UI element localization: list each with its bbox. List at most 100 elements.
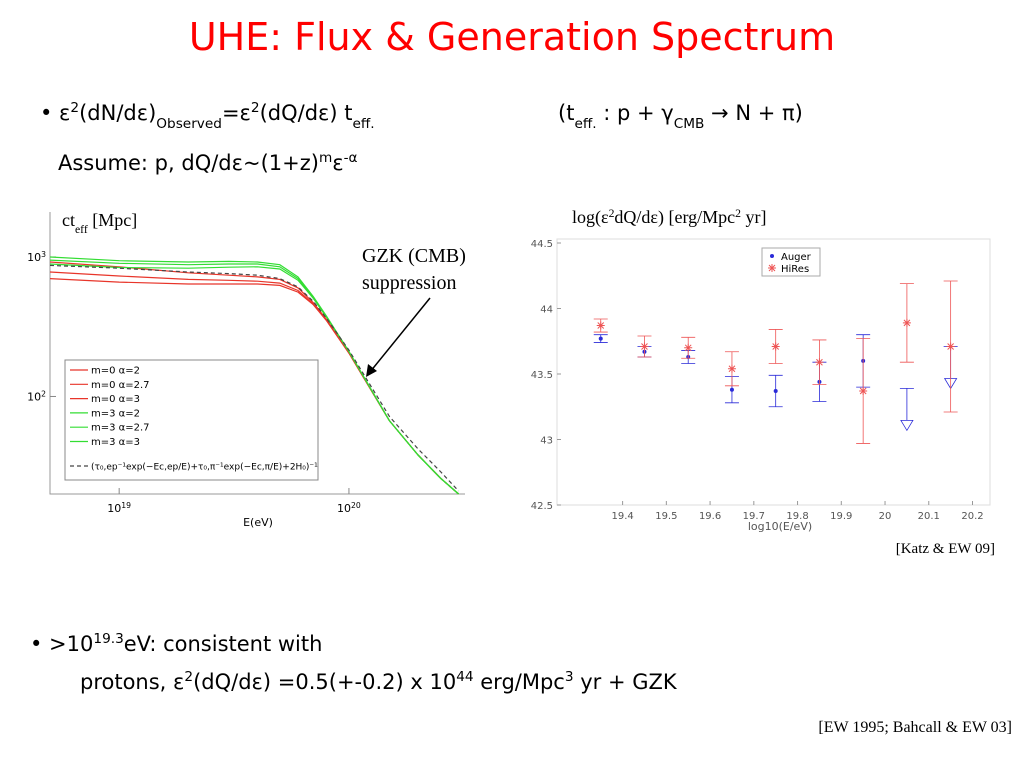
data-point	[729, 387, 734, 392]
x-tick-label: 19.5	[655, 511, 677, 522]
legend-swatch	[770, 254, 774, 258]
legend-label: Auger	[781, 252, 812, 263]
superscript: 44	[456, 669, 473, 685]
text-line: protons, ε2(dQ/dε) =0.5(+-0.2) x 1044 er…	[80, 669, 678, 694]
legend-label: m=0 α=2	[91, 366, 140, 377]
x-tick-label: 19.7	[743, 511, 765, 522]
superscript: 19.3	[93, 631, 123, 647]
text-segment: → N + π)	[704, 101, 802, 125]
text-segment: (t	[558, 101, 574, 125]
data-point	[684, 343, 693, 352]
tick-label-base: 10	[27, 251, 41, 264]
legend-label: m=3 α=2	[91, 408, 140, 419]
superscript: m	[319, 150, 332, 166]
superscript: 2	[184, 669, 193, 685]
text-segment: =ε	[222, 101, 251, 125]
text-segment: : p + γ	[597, 101, 674, 125]
upper-limit	[899, 388, 914, 432]
legend-label: HiRes	[781, 264, 809, 275]
y-tick-label: 43	[540, 436, 553, 447]
subscript: CMB	[674, 116, 705, 132]
text-line: • >1019.3eV: consistent with	[30, 631, 322, 656]
legend-label: m=0 α=3	[91, 394, 140, 405]
legend-label: (τ₀,ep⁻¹exp(−Ec,ep/E)+τ₀,π⁻¹exp(−Ec,π/E)…	[91, 463, 318, 473]
superscript: 3	[565, 669, 574, 685]
arrow-head	[366, 364, 377, 377]
caption: [Katz & EW 09]	[896, 541, 995, 557]
data-point	[902, 318, 911, 327]
y-tick-label: 43.5	[531, 370, 553, 381]
data-point	[946, 342, 955, 351]
tick-label-exp: 20	[351, 501, 361, 510]
text-segment: protons, ε	[80, 670, 184, 694]
text-segment: (dN/dε)	[79, 101, 156, 125]
y-tick-label: 42.5	[531, 501, 553, 512]
annotation: suppression	[362, 272, 456, 294]
data-point	[859, 387, 868, 396]
tick-label: 102	[27, 389, 46, 404]
superscript: 2	[70, 100, 79, 116]
legend-label: m=3 α=3	[91, 437, 140, 448]
x-tick-label: 20.1	[918, 511, 940, 522]
text-segment: yr + GZK	[574, 670, 678, 694]
legend-label: m=0 α=2.7	[91, 380, 150, 391]
tick-label-exp: 19	[121, 501, 131, 510]
slide-title: UHE: Flux & Generation Spectrum	[189, 15, 835, 59]
axis	[49, 212, 465, 495]
data-point	[815, 358, 824, 367]
tick-label-base: 10	[337, 502, 351, 515]
tick-label-base: 10	[107, 502, 121, 515]
text-line: Assume: p, dQ/dε~(1+z)mε-α	[58, 150, 358, 175]
series-line	[49, 263, 459, 495]
tick-label-exp: 3	[41, 249, 46, 258]
x-tick-label: 20	[879, 511, 892, 522]
text-segment: • ε	[40, 101, 70, 125]
superscript: -α	[344, 150, 358, 166]
tick-label-base: 10	[27, 390, 41, 403]
tick-label-exp: 2	[41, 389, 46, 398]
series-line	[49, 264, 460, 492]
x-axis-label: log10(E/eV)	[748, 520, 812, 533]
tick-label: 1020	[337, 501, 361, 516]
text-line: (teff. : p + γCMB → N + π)	[558, 101, 803, 132]
data-point	[773, 389, 778, 394]
legend-label: m=3 α=2.7	[91, 423, 150, 434]
data-point	[596, 321, 605, 330]
subscript: Observed	[156, 116, 222, 132]
data-point	[598, 336, 603, 341]
subscript: eff	[75, 223, 88, 236]
y-tick-label: 44.5	[531, 239, 553, 250]
data-point	[771, 342, 780, 351]
text-segment: (dQ/dε) =0.5(+-0.2) x 10	[193, 670, 456, 694]
annotation: GZK (CMB)	[362, 245, 466, 267]
plot-frame	[556, 238, 991, 506]
text-segment: • >10	[30, 632, 93, 656]
text-segment: log(ε	[572, 207, 609, 228]
data-point	[727, 364, 736, 373]
reference: [EW 1995; Bahcall & EW 03]	[818, 719, 1012, 736]
legend-swatch	[768, 264, 776, 272]
tick-label: 1019	[107, 501, 131, 516]
text-segment: dQ/dε) [erg/Mpc	[614, 207, 735, 228]
data-point	[640, 342, 649, 351]
x-tick-label: 20.2	[961, 511, 983, 522]
text-line: • ε2(dN/dε)Observed=ε2(dQ/dε) teff.	[40, 100, 375, 132]
x-tick-label: 19.6	[699, 511, 721, 522]
y-tick-label: 44	[540, 305, 553, 316]
subscript: eff.	[574, 116, 596, 132]
text-segment: erg/Mpc	[474, 670, 565, 694]
x-tick-label: 19.9	[830, 511, 852, 522]
tick-label: 103	[27, 249, 46, 264]
text-segment: [Mpc]	[88, 210, 137, 230]
text-segment: Assume: p, dQ/dε~(1+z)	[58, 151, 319, 175]
text-line: cteff [Mpc]	[62, 210, 137, 236]
text-segment: ct	[62, 210, 75, 230]
text-segment: yr]	[741, 207, 767, 227]
text-line: log(ε2dQ/dε) [erg/Mpc2 yr]	[572, 207, 766, 229]
annotation-arrow	[369, 297, 431, 373]
superscript: 2	[609, 207, 615, 220]
x-tick-label: 19.8	[786, 511, 808, 522]
text-segment: (dQ/dε) t	[260, 101, 353, 125]
text-segment: ε	[332, 151, 343, 175]
